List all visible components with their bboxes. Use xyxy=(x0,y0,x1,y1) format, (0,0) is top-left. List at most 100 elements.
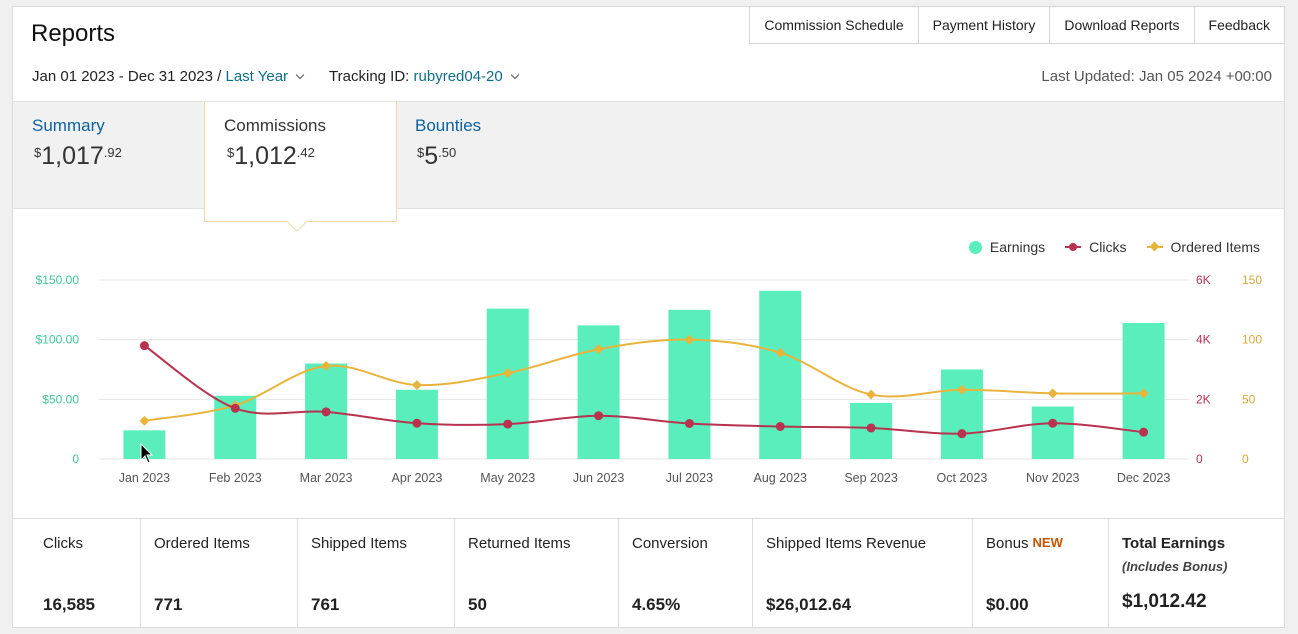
tab-bounties-label: Bounties xyxy=(415,116,482,135)
mouse-cursor-icon xyxy=(140,442,154,464)
download-reports-button[interactable]: Download Reports xyxy=(1050,6,1195,44)
feedback-button[interactable]: Feedback xyxy=(1194,6,1285,44)
stat-total-earnings: Total Earnings (Includes Bonus) $1,012.4… xyxy=(1109,519,1284,628)
tab-summary-label: Summary xyxy=(32,116,105,135)
chart-legend: Earnings Clicks Ordered Items xyxy=(949,239,1260,255)
bonus-label: Bonus xyxy=(986,535,1029,552)
x-tick-label: Apr 2023 xyxy=(392,471,443,485)
legend-clicks[interactable]: Clicks xyxy=(1065,239,1127,255)
stats-bar: Clicks 16,585 Ordered Items 771 Shipped … xyxy=(13,518,1284,628)
tracking-label: Tracking ID: xyxy=(329,68,410,85)
earnings-bar xyxy=(1031,406,1074,459)
stat-sub-label: (Includes Bonus) xyxy=(1122,559,1228,574)
x-tick-label: Oct 2023 xyxy=(937,471,988,485)
earnings-bar xyxy=(668,309,711,459)
y-right-ordered-tick-label: 150 xyxy=(1242,273,1262,287)
tab-bounties[interactable]: Bounties $5.50 xyxy=(415,102,585,209)
stat-value: $1,012.42 xyxy=(1122,591,1207,612)
amount-cents: .92 xyxy=(103,145,122,160)
bounties-amount: $5.50 xyxy=(417,142,456,171)
y-right-clicks-tick-label: 4K xyxy=(1196,333,1211,347)
x-tick-label: Nov 2023 xyxy=(1026,471,1080,485)
tracking-id-value: rubyred04-20 xyxy=(413,68,503,85)
stat-label: Bonus NEW xyxy=(986,535,1063,552)
y-left-tick-label: $100.00 xyxy=(36,333,80,347)
ordered-items-point xyxy=(502,368,513,379)
ordered-items-point xyxy=(956,384,967,395)
currency-symbol: $ xyxy=(34,145,42,160)
legend-earnings[interactable]: Earnings xyxy=(968,239,1046,255)
ordered-items-line xyxy=(144,338,1144,422)
legend-earnings-label: Earnings xyxy=(989,239,1046,255)
clicks-point xyxy=(684,418,694,428)
page-title: Reports xyxy=(31,20,116,47)
ordered-items-point xyxy=(593,344,604,355)
earnings-bar xyxy=(940,369,983,459)
stat-ordered-items: Ordered Items 771 xyxy=(141,519,298,628)
stat-label: Conversion xyxy=(632,535,708,552)
stat-label: Ordered Items xyxy=(154,535,250,552)
clicks-point xyxy=(503,419,513,429)
stat-value: $26,012.64 xyxy=(766,595,852,614)
payment-history-button[interactable]: Payment History xyxy=(918,6,1051,44)
ordered-items-point xyxy=(684,334,695,345)
commission-schedule-button[interactable]: Commission Schedule xyxy=(749,6,919,44)
ordered-items-point xyxy=(411,380,422,390)
x-tick-label: Jan 2023 xyxy=(119,471,170,485)
stat-value: 50 xyxy=(468,595,487,614)
last-updated: Last Updated: Jan 05 2024 +00:00 xyxy=(1041,68,1272,85)
stat-clicks: Clicks 16,585 xyxy=(13,519,141,628)
amount-whole: 1,012 xyxy=(234,142,297,170)
clicks-point xyxy=(230,403,240,413)
commissions-amount: $1,012.42 xyxy=(227,142,315,171)
stat-label: Clicks xyxy=(43,535,83,552)
legend-ordered-items[interactable]: Ordered Items xyxy=(1146,239,1260,255)
ordered-items-swatch-icon xyxy=(1146,241,1163,252)
ordered-items-point xyxy=(775,347,786,358)
clicks-point xyxy=(866,423,876,433)
stat-value: 16,585 xyxy=(43,595,95,614)
y-left-tick-label: 0 xyxy=(72,452,79,466)
x-tick-label: May 2023 xyxy=(480,471,535,485)
stat-value: 771 xyxy=(154,595,183,614)
ordered-items-point xyxy=(1138,388,1149,399)
x-tick-label: Feb 2023 xyxy=(209,471,262,485)
y-right-ordered-tick-label: 100 xyxy=(1242,333,1262,347)
x-tick-label: Dec 2023 xyxy=(1117,471,1171,485)
earnings-bar xyxy=(759,290,802,459)
clicks-point xyxy=(775,421,785,431)
y-right-clicks-tick-label: 2K xyxy=(1196,392,1211,406)
clicks-point xyxy=(594,411,604,421)
ordered-items-point xyxy=(321,360,332,371)
x-tick-label: Jul 2023 xyxy=(666,471,713,485)
clicks-point xyxy=(321,407,331,417)
stat-label: Shipped Items xyxy=(311,535,407,552)
stat-value: 4.65% xyxy=(632,595,681,614)
y-right-clicks-tick-label: 0 xyxy=(1196,452,1203,466)
tab-commissions[interactable]: Commissions $1,012.42 xyxy=(204,102,397,232)
amount-cents: .42 xyxy=(296,145,315,160)
earnings-swatch-icon xyxy=(968,240,982,254)
report-tabs: Summary $1,017.92 Commissions $1,012.42 … xyxy=(13,101,1284,232)
new-badge: NEW xyxy=(1032,535,1063,550)
stat-returned-items: Returned Items 50 xyxy=(455,519,619,628)
clicks-swatch-icon xyxy=(1065,243,1082,251)
tab-commissions-label: Commissions xyxy=(224,116,327,135)
legend-ordered-label: Ordered Items xyxy=(1170,239,1260,255)
stat-bonus: Bonus NEW $0.00 xyxy=(973,519,1109,628)
currency-symbol: $ xyxy=(227,145,235,160)
stat-value: $0.00 xyxy=(986,595,1029,614)
range-preset-link[interactable]: Last Year xyxy=(225,68,289,85)
tab-summary[interactable]: Summary $1,017.92 xyxy=(32,102,202,209)
amount-whole: 5 xyxy=(424,142,439,170)
y-right-ordered-tick-label: 0 xyxy=(1242,452,1249,466)
earnings-chart: $150.00 $100.00 $50.00 0 6K 4K 2K 0 150 100 50 0 Jan… xyxy=(36,273,1263,485)
ordered-items-point xyxy=(866,389,877,400)
top-nav: Commission Schedule Payment History Down… xyxy=(749,6,1285,44)
amount-whole: 1,017 xyxy=(41,142,104,170)
stat-shipped-items: Shipped Items 761 xyxy=(298,519,455,628)
tracking-id-dropdown[interactable]: Tracking ID: rubyred04-20 xyxy=(329,68,519,85)
date-range-dropdown[interactable]: Jan 01 2023 - Dec 31 2023 / Last Year xyxy=(32,68,305,85)
stat-shipped-revenue: Shipped Items Revenue $26,012.64 xyxy=(753,519,973,628)
y-right-clicks-tick-label: 6K xyxy=(1196,273,1211,287)
